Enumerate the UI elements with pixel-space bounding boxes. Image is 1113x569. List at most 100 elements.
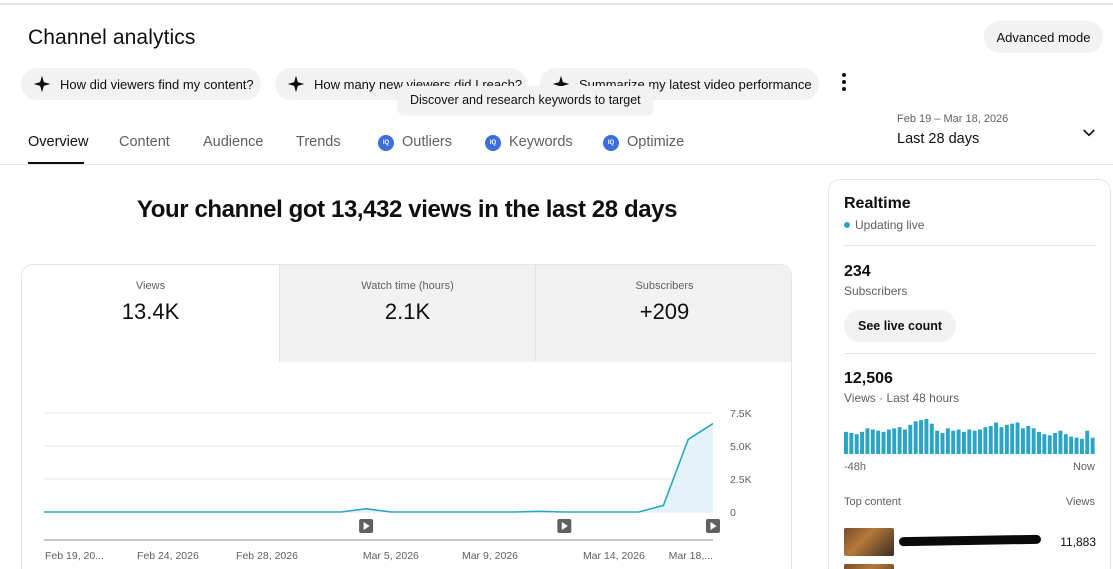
x-tick-label: Feb 19, 20...: [45, 550, 104, 562]
sparkle-icon: [552, 75, 570, 93]
realtime-bar: [844, 431, 848, 454]
live-status: Updating live: [844, 218, 924, 232]
sparkle-icon: [287, 75, 305, 93]
realtime-bar: [881, 431, 886, 454]
top-item-views: 11,883: [1060, 535, 1096, 549]
metric-value: 13.4K: [121, 299, 180, 324]
active-tab-indicator: [28, 162, 84, 164]
tab-optimize[interactable]: IQ Optimize: [603, 128, 684, 164]
x-tick-label: Mar 14, 2026: [583, 550, 645, 562]
metric-label: Subscribers: [635, 280, 694, 292]
tab-label: Keywords: [509, 134, 573, 150]
metric-value: 2.1K: [384, 299, 431, 324]
redacted-video-title: [898, 534, 1042, 547]
realtime-bar: [978, 429, 982, 454]
tab-content[interactable]: Content: [119, 128, 170, 164]
axis-end-label: Now: [1072, 461, 1095, 473]
realtime-card: Realtime Updating live 234 Subscribers S…: [828, 179, 1111, 569]
realtime-bar: [1063, 434, 1068, 454]
realtime-bar: [897, 427, 902, 454]
tab-divider: [0, 164, 1113, 165]
realtime-bar: [1074, 437, 1079, 454]
realtime-bar: [1031, 428, 1036, 454]
suggestion-chip-viewers-source[interactable]: How did viewers find my content?: [21, 68, 261, 100]
realtime-bar: [1058, 430, 1063, 454]
realtime-bar: [860, 431, 865, 454]
metric-label: Watch time (hours): [361, 280, 454, 292]
realtime-bar: [1079, 438, 1084, 454]
video-thumbnail: [844, 564, 894, 569]
subscriber-count-label: Subscribers: [844, 284, 908, 298]
play-icon: [710, 522, 717, 530]
metric-value: +209: [639, 299, 690, 324]
metric-divider: [279, 265, 280, 362]
realtime-bar: [919, 420, 924, 454]
realtime-views-label: Views · Last 48 hours: [844, 391, 960, 405]
realtime-bar: [1015, 422, 1020, 454]
tab-label: Optimize: [627, 134, 685, 150]
advanced-mode-button[interactable]: Advanced mode: [984, 21, 1103, 53]
realtime-bar: [994, 422, 999, 454]
realtime-bar: [1085, 430, 1090, 454]
iq-badge-icon: IQ: [603, 135, 619, 151]
metric-tab-watch-time[interactable]: Watch time (hours) 2.1K: [279, 265, 536, 362]
video-thumbnail: [844, 528, 894, 556]
top-content-header: Top content: [844, 496, 901, 508]
realtime-bar: [983, 427, 988, 454]
metric-divider: [535, 265, 536, 362]
iq-badge-icon: IQ: [378, 135, 394, 151]
tab-overview[interactable]: Overview: [28, 128, 88, 164]
realtime-bar: [849, 433, 854, 454]
metric-tab-views[interactable]: Views 13.4K: [22, 265, 279, 362]
see-live-count-button[interactable]: See live count: [844, 310, 957, 342]
metric-label: Views: [135, 280, 166, 292]
realtime-bar: [870, 429, 875, 454]
realtime-bar: [972, 430, 977, 454]
realtime-bar: [940, 433, 945, 454]
sparkle-icon: [33, 75, 51, 93]
page-title: Channel analytics: [28, 26, 196, 49]
live-dot-icon: [844, 222, 850, 228]
realtime-title: Realtime: [844, 195, 911, 212]
top-divider: [0, 3, 1113, 5]
realtime-bar: [1037, 431, 1041, 454]
views-line: [44, 422, 714, 513]
views-column-header: Views: [1065, 496, 1095, 508]
x-tick-label: Mar 18,...: [669, 550, 713, 562]
tab-trends[interactable]: Trends: [296, 128, 341, 164]
date-range-text: Feb 19 – Mar 18, 2026: [897, 113, 1009, 125]
keywords-tooltip: Discover and research keywords to target: [398, 86, 653, 114]
axis-start-label: -48h: [844, 461, 867, 473]
realtime-bar: [1026, 426, 1031, 454]
realtime-bar: [961, 431, 966, 454]
realtime-bar: [865, 428, 870, 454]
tab-outliers[interactable]: IQ Outliers: [378, 128, 452, 164]
realtime-bar: [1090, 437, 1095, 454]
realtime-bar: [924, 419, 929, 454]
date-range-label: Last 28 days: [897, 131, 980, 147]
views-chart: 7.5K 5.0K 2.5K 0 Feb 19, 20... Feb 24, 2026 Fe…: [43, 408, 752, 562]
more-options-icon[interactable]: [836, 72, 852, 92]
realtime-bar: [1010, 423, 1015, 454]
divider: [844, 353, 1096, 354]
realtime-bar: [935, 430, 940, 454]
realtime-bar: [902, 429, 907, 454]
tab-label: Outliers: [402, 134, 452, 150]
divider: [844, 245, 1096, 246]
realtime-bar: [1053, 433, 1058, 454]
play-icon: [561, 522, 568, 530]
x-tick-label: Mar 9, 2026: [462, 550, 518, 562]
live-status-label: Updating live: [855, 218, 925, 232]
tab-bar: Overview Content Audience Trends IQ Outl…: [0, 128, 1113, 164]
realtime-bar: [967, 429, 972, 454]
play-icon: [363, 522, 370, 530]
realtime-bar: [892, 428, 897, 454]
tab-keywords[interactable]: IQ Keywords: [485, 128, 573, 164]
realtime-bar: [1004, 424, 1009, 454]
metric-tab-subscribers[interactable]: Subscribers +209: [536, 265, 791, 362]
tab-audience[interactable]: Audience: [203, 128, 263, 164]
chevron-down-icon[interactable]: [1080, 124, 1098, 142]
realtime-bar: [956, 429, 961, 454]
realtime-bar: [951, 430, 956, 454]
x-tick-label: Feb 28, 2026: [236, 550, 298, 562]
